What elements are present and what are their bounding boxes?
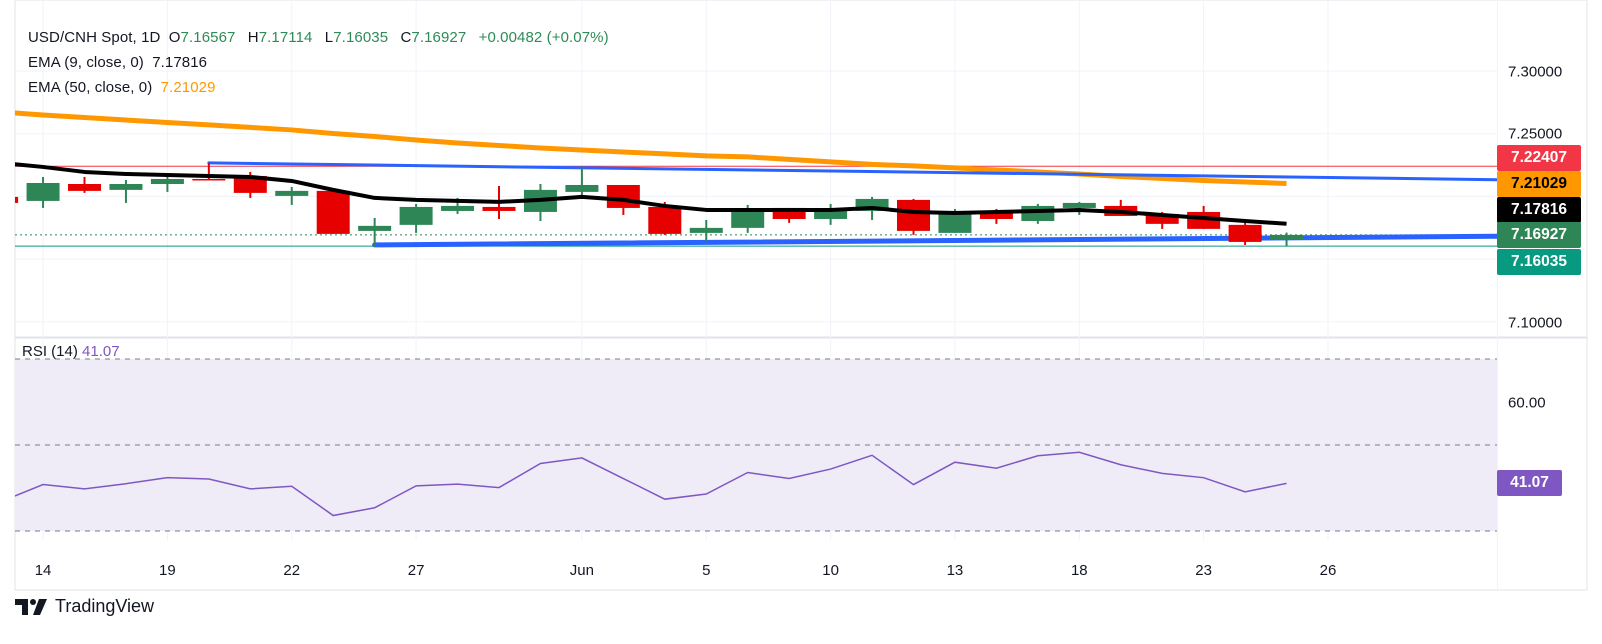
- candle: [68, 176, 101, 193]
- rsi-tick-label: 60.00: [1508, 394, 1546, 412]
- candle-body: [15, 196, 19, 203]
- price-pane: [15, 110, 1497, 248]
- time-tick-label: 18: [1070, 562, 1088, 579]
- candle-body: [648, 206, 682, 234]
- ohlc-legend: USD/CNH Spot, 1D O7.16567 H7.17114 L7.16…: [28, 29, 613, 46]
- candle-body: [565, 184, 599, 192]
- time-tick-label: 26: [1319, 562, 1337, 579]
- candle-body: [938, 210, 972, 233]
- low-value: 7.16035: [333, 29, 389, 46]
- candle: [1228, 222, 1262, 245]
- time-tick-label: 10: [822, 562, 839, 579]
- time-tick-label: 19: [159, 562, 176, 579]
- ema9-label: EMA (9, close, 0): [28, 54, 144, 71]
- price-tick-label: 7.10000: [1508, 314, 1563, 332]
- ema50-value: 7.21029: [160, 79, 216, 96]
- candle-body: [897, 199, 930, 231]
- time-tick-label: 23: [1195, 562, 1212, 579]
- candle: [1021, 203, 1055, 224]
- candle-body: [109, 183, 143, 190]
- time-tick-label: 27: [407, 562, 425, 579]
- candle-body: [150, 178, 184, 184]
- logo-text: TradingView: [55, 596, 155, 616]
- candle: [814, 203, 848, 225]
- time-tick-label: 13: [946, 562, 964, 579]
- candle-body: [399, 206, 433, 225]
- high-label: H: [247, 29, 259, 46]
- close-label: C: [400, 29, 412, 46]
- open-label: O: [168, 29, 181, 46]
- tradingview-logo[interactable]: TradingView: [15, 596, 154, 617]
- candle-body: [68, 183, 101, 191]
- chart-frame: [14, 0, 1588, 591]
- tradingview-logo-icon: [15, 598, 47, 615]
- rsi-legend-value: 41.07: [82, 343, 120, 360]
- ema50-label: EMA (50, close, 0): [28, 79, 153, 96]
- candle-body: [275, 190, 309, 196]
- candle-body: [1145, 213, 1179, 224]
- trendline: [207, 161, 1497, 182]
- ema9-legend[interactable]: EMA (9, close, 0) 7.17816: [28, 54, 211, 71]
- candle-body: [1062, 202, 1096, 208]
- candle: [1270, 232, 1304, 247]
- ema9-line: [15, 162, 1287, 226]
- time-tick-label: 5: [702, 562, 711, 579]
- candle: [358, 217, 392, 247]
- candle-body: [441, 205, 475, 211]
- candle-body: [731, 210, 765, 228]
- candle-body: [1021, 205, 1055, 221]
- trendline: [372, 233, 1497, 248]
- time-tick-label: 14: [34, 562, 52, 579]
- candle-body: [482, 206, 516, 211]
- candle-body: [772, 207, 806, 219]
- candle: [565, 167, 599, 196]
- candle-body: [689, 227, 723, 233]
- candle-body: [1270, 234, 1304, 240]
- time-tick-label: 22: [283, 562, 301, 579]
- rsi-value-badge: 41.07: [1497, 470, 1562, 496]
- candle-body: [814, 209, 848, 219]
- price-badge: 7.16035: [1497, 249, 1581, 275]
- candle: [399, 203, 433, 233]
- price-badge: 7.17816: [1497, 197, 1581, 223]
- ema9-value: 7.17816: [152, 54, 208, 71]
- candle: [689, 219, 723, 241]
- candle: [897, 198, 930, 235]
- candle-body: [233, 175, 267, 193]
- candle: [109, 179, 143, 203]
- candle-body: [192, 178, 226, 181]
- candle-body: [316, 190, 350, 234]
- candle-body: [979, 212, 1013, 219]
- candle-body: [1228, 224, 1262, 242]
- candle: [26, 176, 60, 208]
- change-value: +0.00482 (+0.07%): [478, 29, 609, 46]
- price-badge: 7.21029: [1497, 171, 1581, 197]
- price-badge: 7.16927: [1497, 222, 1581, 248]
- price-tick-label: 7.25000: [1508, 125, 1563, 143]
- open-value: 7.16567: [180, 29, 236, 46]
- price-badge: 7.22407: [1497, 145, 1581, 171]
- candle: [15, 196, 19, 203]
- rsi-label: RSI (14): [22, 343, 78, 360]
- price-tick-label: 7.30000: [1508, 63, 1563, 81]
- candle: [275, 186, 309, 205]
- ema50-legend[interactable]: EMA (50, close, 0) 7.21029: [28, 79, 220, 96]
- close-value: 7.16927: [411, 29, 467, 46]
- candle-body: [358, 225, 392, 231]
- low-label: L: [324, 29, 334, 46]
- ema50-line: [15, 110, 1287, 186]
- rsi-legend[interactable]: RSI (14) 41.07: [22, 343, 120, 360]
- rsi-pane: [15, 358, 1497, 532]
- candle: [316, 188, 350, 234]
- candle-body: [26, 182, 60, 201]
- symbol-title[interactable]: USD/CNH Spot, 1D: [28, 29, 161, 46]
- high-value: 7.17114: [258, 29, 313, 46]
- time-tick-label: Jun: [569, 562, 594, 579]
- rsi-line: [15, 451, 1287, 517]
- candle: [523, 183, 557, 221]
- candle-body: [606, 184, 640, 208]
